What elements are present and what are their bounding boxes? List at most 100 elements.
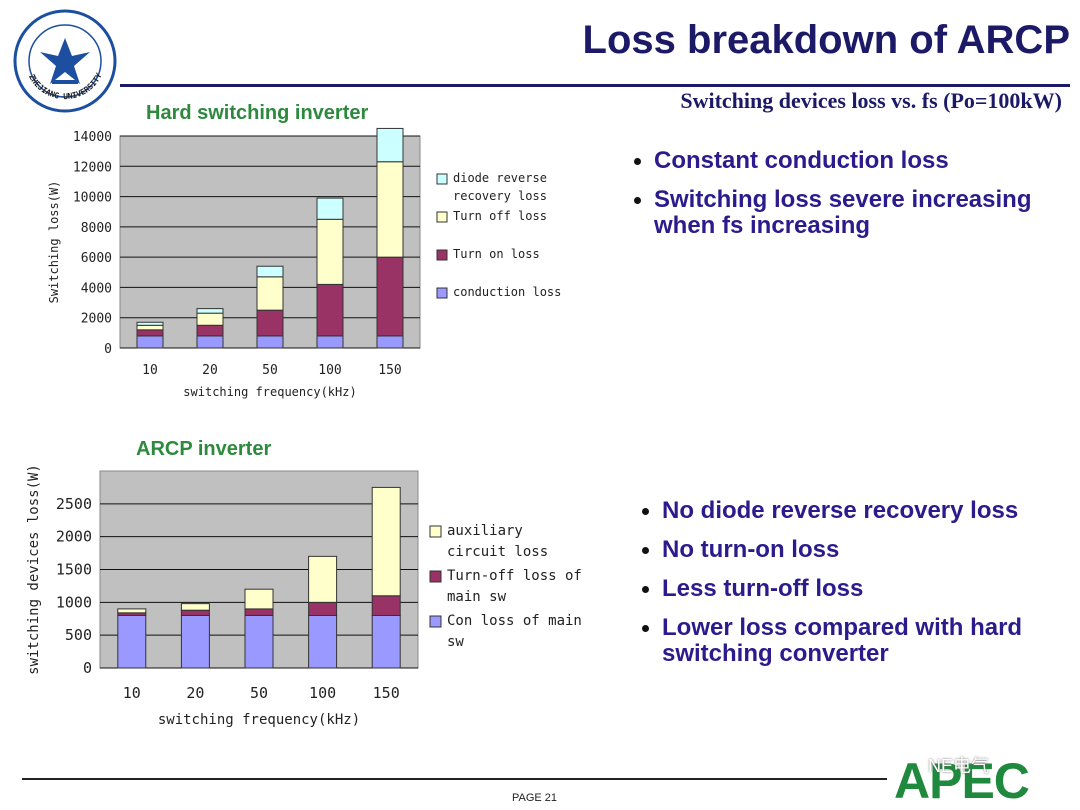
bar-segment <box>376 256 404 337</box>
bullet-item: Less turn-off loss <box>640 576 1060 602</box>
bar-segment <box>316 197 344 220</box>
footer-divider <box>22 778 887 780</box>
legend-label: main sw <box>447 589 507 605</box>
x-tick-label: 20 <box>186 684 204 702</box>
y-tick-label: 500 <box>65 626 92 644</box>
zhejiang-university-logo: ZHEJIANG UNIVERSITY <box>13 9 117 113</box>
y-axis-label: switching devices loss(W) <box>26 464 42 675</box>
legend-swatch <box>436 173 448 185</box>
bullet-item: No turn-on loss <box>640 537 1060 563</box>
page-title: Loss breakdown of ARCP <box>582 18 1070 62</box>
legend-label: Con loss of main <box>447 613 582 629</box>
legend-swatch <box>429 615 442 628</box>
legend-label: Turn off loss <box>453 209 547 223</box>
bar-segment <box>256 265 284 278</box>
bar-segment <box>256 276 284 311</box>
bar-segment <box>316 218 344 285</box>
x-tick-label: 20 <box>202 363 218 378</box>
y-tick-label: 1000 <box>56 593 92 611</box>
apec-logo: APEC <box>894 753 1030 809</box>
bar-segment <box>136 335 164 349</box>
x-axis-label: switching frequency(kHz) <box>183 385 356 399</box>
bar-segment <box>376 127 404 163</box>
legend-label: auxiliary <box>447 523 523 539</box>
legend-label: conduction loss <box>453 285 561 299</box>
bar-segment <box>180 603 210 611</box>
bullets-top: Constant conduction loss Switching loss … <box>632 148 1062 252</box>
y-tick-label: 4000 <box>81 281 112 296</box>
bar-segment <box>308 601 338 616</box>
bar-segment <box>316 283 344 337</box>
bar-segment <box>180 614 210 669</box>
x-tick-label: 10 <box>142 363 158 378</box>
bullet-item: No diode reverse recovery loss <box>640 498 1060 524</box>
y-tick-label: 0 <box>104 342 112 357</box>
bullet-dot-icon <box>642 586 649 593</box>
bar-segment <box>117 608 147 614</box>
y-axis-label: Switching loss(W) <box>47 181 61 304</box>
bullet-dot-icon <box>642 625 649 632</box>
bar-segment <box>308 614 338 669</box>
bar-segment <box>371 595 401 616</box>
bar-segment <box>196 335 224 349</box>
legend-swatch <box>429 570 442 583</box>
x-tick-label: 10 <box>123 684 141 702</box>
y-tick-label: 0 <box>83 659 92 677</box>
legend-swatch <box>436 249 448 261</box>
bullet-item: Switching loss severe increasing when fs… <box>632 187 1062 239</box>
legend-swatch <box>429 525 442 538</box>
x-tick-label: 100 <box>318 363 341 378</box>
page-number: PAGE 21 <box>512 792 558 804</box>
legend-label: circuit loss <box>447 544 548 560</box>
bar-segment <box>376 335 404 349</box>
wechat-watermark: NE电气 <box>928 756 990 776</box>
arcp-chart: 0 500 1000 1500 2000 2500 10 20 50 100 150 switchin… <box>26 464 582 728</box>
y-tick-label: 12000 <box>73 160 112 175</box>
y-tick-label: 6000 <box>81 251 112 266</box>
bullets-bottom: No diode reverse recovery loss No turn-o… <box>640 498 1060 680</box>
bar-segment <box>196 312 224 326</box>
bar-segment <box>196 324 224 337</box>
bar-segment <box>136 324 164 331</box>
bullet-dot-icon <box>634 197 641 204</box>
x-tick-label: 100 <box>309 684 336 702</box>
y-tick-label: 2500 <box>56 495 92 513</box>
legend-label: diode reverse <box>453 171 547 185</box>
legend-swatch <box>436 287 448 299</box>
legend-label: Turn-off loss of <box>447 568 582 584</box>
y-tick-label: 2000 <box>81 312 112 327</box>
x-tick-label: 50 <box>250 684 268 702</box>
hard-chart-title: Hard switching inverter <box>146 102 369 124</box>
bar-segment <box>244 588 274 610</box>
x-tick-label: 50 <box>262 363 278 378</box>
y-tick-label: 2000 <box>56 528 92 546</box>
legend-label: sw <box>447 634 464 650</box>
x-tick-label: 150 <box>378 363 401 378</box>
bar-segment <box>256 309 284 337</box>
bar-segment <box>371 486 401 597</box>
bullet-dot-icon <box>642 547 649 554</box>
y-tick-label: 14000 <box>73 130 112 145</box>
bar-segment <box>316 335 344 349</box>
y-tick-label: 8000 <box>81 221 112 236</box>
arcp-chart-title: ARCP inverter <box>136 438 272 460</box>
hard-switching-chart: 0 2000 4000 6000 8000 10000 12000 14000 10 20 50 10… <box>47 127 561 399</box>
bullet-dot-icon <box>634 158 641 165</box>
legend-swatch <box>436 211 448 223</box>
bullet-item: Constant conduction loss <box>632 148 1062 174</box>
legend-label: Turn on loss <box>453 247 540 261</box>
bar-segment <box>376 161 404 258</box>
title-divider <box>120 84 1070 87</box>
bar-segment <box>256 335 284 349</box>
bar-segment <box>196 308 224 314</box>
y-tick-label: 1500 <box>56 561 92 579</box>
bar-segment <box>371 614 401 669</box>
bar-segment <box>117 614 147 669</box>
page-subtitle: Switching devices loss vs. fs (Po=100kW) <box>680 88 1062 113</box>
bar-segment <box>244 608 274 616</box>
bullet-dot-icon <box>642 508 649 515</box>
x-axis-label: switching frequency(kHz) <box>158 712 360 728</box>
bar-segment <box>180 609 210 616</box>
legend-label: recovery loss <box>453 189 547 203</box>
bullet-item: Lower loss compared with hard switching … <box>640 615 1060 667</box>
